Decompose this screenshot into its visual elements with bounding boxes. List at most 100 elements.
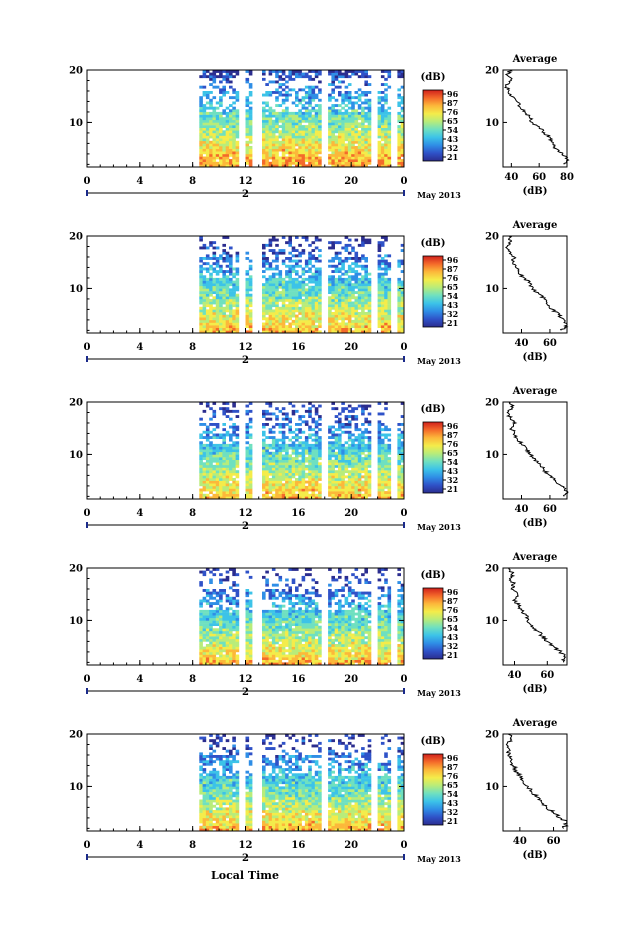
heatmap-cell bbox=[347, 267, 352, 271]
heatmap-cell bbox=[281, 314, 286, 318]
heatmap-cell bbox=[347, 135, 352, 139]
heatmap-cell bbox=[344, 480, 349, 484]
heatmap-cell bbox=[364, 83, 368, 86]
heatmap-cell bbox=[248, 296, 253, 300]
heatmap-cell bbox=[295, 319, 299, 323]
heatmap-cell bbox=[318, 467, 322, 471]
heatmap-cell bbox=[235, 628, 240, 632]
heatmap-cell bbox=[199, 630, 203, 634]
heatmap-cell bbox=[318, 72, 322, 76]
heatmap-cell bbox=[219, 104, 223, 107]
heatmap-cell bbox=[295, 164, 299, 168]
heatmap-cell bbox=[400, 309, 405, 313]
heatmap-cell bbox=[209, 467, 213, 471]
heatmap-cell bbox=[275, 238, 279, 242]
heatmap-cell bbox=[291, 470, 296, 474]
heatmap-cell bbox=[205, 127, 210, 131]
heatmap-cell bbox=[308, 319, 312, 323]
heatmap-cell bbox=[275, 493, 279, 497]
heatmap-cell bbox=[268, 119, 273, 123]
heatmap-cell bbox=[318, 88, 322, 92]
heatmap-cell bbox=[301, 117, 306, 121]
heatmap-cell bbox=[364, 404, 368, 408]
heatmap-cell bbox=[328, 464, 332, 468]
heatmap-cell bbox=[357, 293, 362, 297]
heatmap-cell bbox=[304, 291, 309, 294]
heatmap-cell bbox=[304, 262, 309, 266]
heatmap-cell bbox=[331, 317, 335, 321]
heatmap-cell bbox=[205, 262, 210, 266]
heatmap-cell bbox=[341, 443, 345, 447]
heatmap-cell bbox=[304, 314, 309, 318]
heatmap-cell bbox=[318, 259, 322, 263]
heatmap-cell bbox=[367, 119, 372, 123]
heatmap-cell bbox=[219, 407, 223, 411]
heatmap-cell bbox=[361, 304, 365, 308]
heatmap-cell bbox=[278, 496, 283, 500]
heatmap-cell bbox=[331, 493, 335, 497]
heatmap-cell bbox=[314, 306, 319, 310]
heatmap-cell bbox=[367, 75, 372, 79]
heatmap-cell bbox=[202, 257, 207, 260]
heatmap-cell bbox=[268, 609, 273, 613]
heatmap-cell bbox=[199, 480, 203, 484]
heatmap-cell bbox=[344, 280, 349, 284]
heatmap-cell bbox=[232, 101, 236, 105]
heatmap-cell bbox=[334, 98, 339, 102]
heatmap-cell bbox=[248, 457, 253, 460]
heatmap-cell bbox=[215, 591, 220, 595]
heatmap-cell bbox=[298, 259, 302, 263]
heatmap-cell bbox=[341, 117, 345, 121]
heatmap-cell bbox=[268, 109, 273, 113]
heatmap-cell bbox=[361, 75, 365, 79]
heatmap-cell bbox=[232, 91, 236, 94]
heatmap-cell bbox=[318, 491, 322, 494]
heatmap-cell bbox=[222, 649, 226, 653]
heatmap-cell bbox=[199, 148, 203, 152]
heatmap-cell bbox=[341, 430, 345, 434]
heatmap-cell bbox=[232, 430, 236, 434]
heatmap-cell bbox=[384, 270, 388, 273]
heatmap-cell bbox=[265, 570, 269, 574]
heatmap-cell bbox=[308, 402, 312, 405]
heatmap-cell bbox=[331, 454, 335, 458]
heatmap-cell bbox=[281, 77, 286, 81]
heatmap-cell bbox=[209, 164, 213, 168]
heatmap-cell bbox=[229, 449, 233, 453]
heatmap-cell bbox=[354, 491, 359, 494]
heatmap-cell bbox=[397, 280, 401, 284]
heatmap-cell bbox=[245, 602, 250, 605]
x-tick-label: 20 bbox=[344, 342, 358, 353]
heatmap-cell bbox=[285, 312, 289, 315]
heatmap-cell bbox=[229, 451, 233, 455]
heatmap-cell bbox=[295, 277, 299, 281]
heatmap-cell bbox=[271, 441, 276, 445]
heatmap-cell bbox=[295, 280, 299, 284]
heatmap-cell bbox=[209, 125, 213, 128]
heatmap-cell bbox=[364, 146, 368, 149]
heatmap-cell bbox=[341, 470, 345, 474]
heatmap-cell bbox=[354, 415, 359, 418]
heatmap-cell bbox=[225, 251, 230, 255]
heatmap-cell bbox=[397, 111, 401, 115]
heatmap-cell bbox=[331, 301, 335, 305]
heatmap-cell bbox=[199, 659, 203, 663]
heatmap-cell bbox=[281, 72, 286, 76]
heatmap-cell bbox=[229, 459, 233, 463]
heatmap-cell bbox=[209, 288, 213, 292]
heatmap-cell bbox=[347, 264, 352, 268]
heatmap-cell bbox=[380, 127, 385, 131]
heatmap-cell bbox=[271, 583, 276, 587]
heatmap-cell bbox=[377, 438, 382, 442]
heatmap-cell bbox=[344, 454, 349, 458]
heatmap-cell bbox=[308, 464, 312, 468]
heatmap-cell bbox=[215, 280, 220, 284]
heatmap-cell bbox=[248, 114, 253, 118]
heatmap-cell bbox=[304, 319, 309, 323]
heatmap-cell bbox=[222, 291, 226, 294]
heatmap-cell bbox=[202, 262, 207, 266]
heatmap-cell bbox=[212, 322, 217, 326]
heatmap-cell bbox=[400, 106, 405, 110]
heatmap-cell bbox=[344, 407, 349, 411]
heatmap-cell bbox=[351, 417, 355, 421]
